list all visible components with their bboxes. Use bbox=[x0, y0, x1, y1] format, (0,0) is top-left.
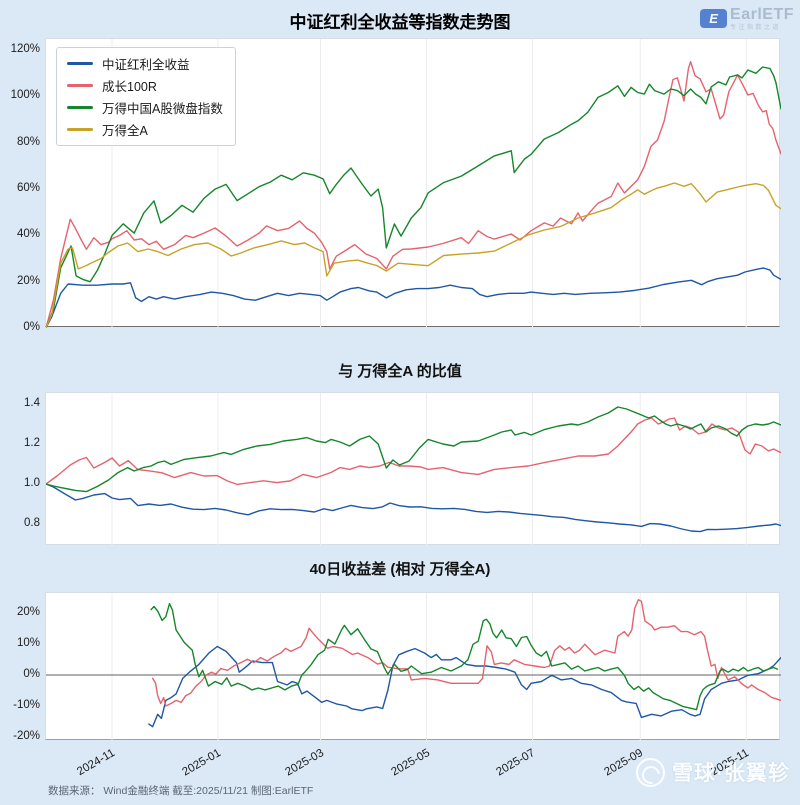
legend-label: 万得全A bbox=[102, 124, 148, 138]
y-tick-label: 1.4 bbox=[24, 397, 40, 409]
legend: 中证红利全收益 成长100R 万得中国A股微盘指数 万得全A bbox=[56, 47, 236, 146]
page-title: 中证红利全收益等指数走势图 bbox=[289, 13, 511, 32]
ratio-chart-svg bbox=[46, 393, 781, 546]
y-tick-label: 1.2 bbox=[24, 437, 40, 449]
y-tick-label: 0.8 bbox=[24, 517, 40, 529]
y-tick-label: 40% bbox=[16, 228, 40, 241]
earletf-logo-icon: E bbox=[700, 9, 728, 28]
y-tick-label: 0% bbox=[23, 667, 40, 680]
legend-swatch-red bbox=[67, 84, 93, 87]
x-tick-label: 2025-07 bbox=[494, 747, 538, 779]
legend-swatch-green bbox=[67, 106, 93, 109]
legend-item-microcap: 万得中国A股微盘指数 bbox=[67, 99, 223, 116]
legend-label: 中证红利全收益 bbox=[102, 58, 190, 72]
data-source-note: 数据来源： Wind金融终端 截至:2025/11/21 制图:EarlETF bbox=[48, 785, 314, 797]
diff-chart-title: 40日收益差 (相对 万得全A) bbox=[309, 561, 491, 578]
xueqiu-watermark: 雪球·张翼轸 bbox=[636, 757, 790, 787]
xueqiu-snowball-icon bbox=[636, 757, 665, 787]
earletf-logo: E EarlETF 专注指数之道 bbox=[700, 7, 794, 31]
y-tick-label: 20% bbox=[16, 274, 40, 287]
y-tick-label: 20% bbox=[16, 605, 40, 618]
earletf-logo-tagline: 专注指数之道 bbox=[730, 25, 782, 31]
y-tick-label: -10% bbox=[13, 698, 40, 711]
ratio-chart-plot bbox=[45, 392, 781, 546]
y-tick-label: 0% bbox=[23, 321, 40, 333]
y-tick-label: 80% bbox=[16, 135, 40, 148]
y-tick-label: 1.0 bbox=[24, 477, 40, 489]
xueqiu-watermark-text: 雪球·张翼轸 bbox=[672, 762, 790, 785]
legend-item-growth100r: 成长100R bbox=[67, 77, 223, 94]
ratio-chart-title: 与 万得全A 的比值 bbox=[338, 363, 462, 380]
legend-item-windall: 万得全A bbox=[67, 121, 223, 138]
legend-swatch-blue bbox=[67, 62, 93, 65]
trend-chart-svg bbox=[46, 39, 781, 328]
y-tick-label: 100% bbox=[10, 89, 40, 102]
legend-swatch-yellow bbox=[67, 128, 93, 131]
diff-chart-plot bbox=[45, 592, 781, 741]
diff-chart-svg bbox=[46, 593, 781, 741]
x-tick-label: 2025-05 bbox=[388, 747, 432, 779]
legend-label: 成长100R bbox=[102, 80, 157, 94]
y-tick-label: 120% bbox=[10, 43, 40, 56]
y-tick-label: 60% bbox=[16, 182, 40, 195]
y-tick-label: 10% bbox=[16, 636, 40, 649]
legend-label: 万得中国A股微盘指数 bbox=[102, 102, 223, 116]
legend-item-dividend: 中证红利全收益 bbox=[67, 55, 223, 72]
earletf-logo-text: EarlETF bbox=[730, 6, 794, 23]
y-tick-label: -20% bbox=[13, 729, 40, 742]
